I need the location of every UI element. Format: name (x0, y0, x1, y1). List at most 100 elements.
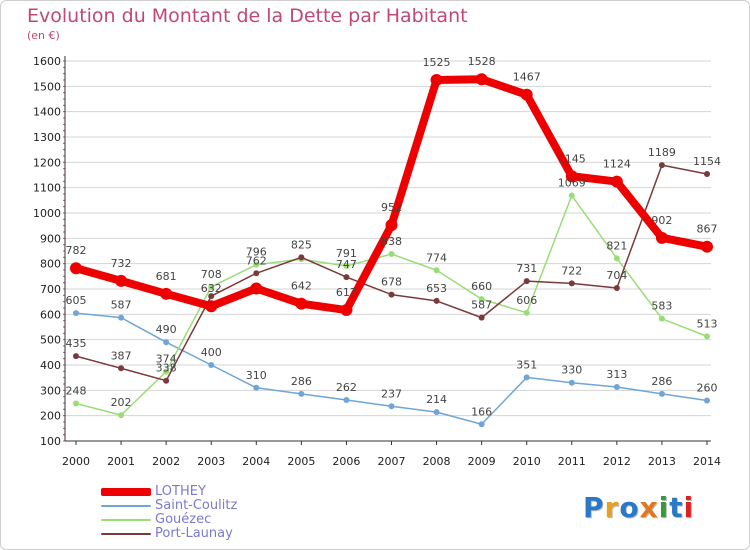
data-label-lothey: 681 (156, 270, 177, 283)
data-label-lothey: 1124 (603, 158, 631, 171)
y-tick-label: 800 (40, 258, 61, 271)
y-tick-label: 1600 (33, 55, 61, 68)
data-point-lothey (565, 170, 578, 183)
data-label-saint-coulitz: 490 (156, 323, 177, 336)
data-label-port-launay: 1154 (693, 155, 721, 168)
logo-letter: x (639, 491, 659, 524)
legend-item-port-launay: Port-Launay (101, 526, 331, 541)
x-tick-label: 2004 (242, 455, 270, 468)
x-tick-label: 2014 (693, 455, 721, 468)
data-point-saint-coulitz (568, 379, 575, 386)
x-tick-label: 2007 (378, 455, 406, 468)
data-point-gou-zec (704, 333, 710, 340)
y-tick-label: 400 (40, 359, 61, 372)
data-point-port-launay (298, 254, 305, 261)
data-label-gou-zec: 583 (651, 300, 672, 313)
legend-label: LOTHEY (155, 484, 206, 499)
data-point-port-launay (253, 270, 260, 277)
data-label-lothey: 867 (697, 223, 718, 236)
data-point-gou-zec (613, 255, 620, 262)
data-label-port-launay: 825 (291, 238, 312, 251)
x-tick-label: 2002 (152, 455, 180, 468)
data-point-gou-zec (208, 283, 215, 290)
axes: 100 200 300 400 500 600 700 800 900 1000 1100 1200 1… (33, 55, 721, 468)
legend-swatch (101, 505, 151, 507)
legend: LOTHEY Saint-Coulitz Gouézec Port-Launay (101, 484, 331, 541)
data-label-gou-zec: 606 (516, 294, 537, 307)
y-tick-label: 700 (40, 283, 61, 296)
data-label-port-launay: 747 (336, 258, 357, 271)
x-tick-label: 2000 (62, 455, 90, 468)
data-point-saint-coulitz (658, 390, 665, 397)
data-point-port-launay (118, 365, 125, 372)
data-label-saint-coulitz: 310 (246, 369, 267, 382)
data-label-gou-zec: 708 (201, 268, 222, 281)
data-label-lothey: 902 (651, 214, 672, 227)
data-point-saint-coulitz (163, 339, 170, 346)
logo-letter: i (683, 491, 695, 524)
data-label-saint-coulitz: 262 (336, 381, 357, 394)
x-tick-label: 2009 (468, 455, 496, 468)
data-point-saint-coulitz (73, 310, 79, 317)
x-tick-label: 2011 (558, 455, 586, 468)
data-point-lothey (70, 262, 82, 275)
data-label-saint-coulitz: 214 (426, 393, 447, 406)
data-label-lothey: 1467 (513, 71, 541, 84)
data-label-lothey: 1145 (558, 152, 586, 165)
data-label-gou-zec: 248 (66, 385, 87, 398)
data-point-lothey (701, 240, 713, 253)
data-point-port-launay (433, 297, 440, 304)
data-point-port-launay (613, 284, 620, 291)
data-point-saint-coulitz (613, 384, 620, 391)
data-label-gou-zec: 791 (336, 247, 357, 260)
y-tick-label: 100 (40, 435, 61, 448)
y-tick-label: 1300 (33, 131, 61, 144)
data-label-port-launay: 387 (111, 349, 132, 362)
data-point-port-launay (568, 280, 575, 287)
data-label-gou-zec: 821 (606, 239, 627, 252)
data-label-saint-coulitz: 605 (66, 294, 87, 307)
data-point-port-launay (658, 162, 665, 169)
data-point-gou-zec (478, 296, 485, 303)
x-tick-label: 2006 (332, 455, 360, 468)
data-point-saint-coulitz (118, 314, 125, 321)
data-label-port-launay: 704 (606, 269, 627, 282)
data-label-saint-coulitz: 286 (291, 375, 312, 388)
data-point-saint-coulitz (523, 374, 530, 381)
data-label-saint-coulitz: 313 (606, 368, 627, 381)
grid (65, 60, 711, 442)
legend-swatch (101, 533, 151, 535)
data-point-gou-zec (433, 267, 440, 274)
data-point-saint-coulitz (704, 397, 710, 404)
logo-letter: o (619, 491, 640, 524)
data-point-gou-zec (253, 261, 260, 268)
legend-item-saint-coulitz: Saint-Coulitz (101, 498, 331, 513)
y-tick-label: 600 (40, 308, 61, 321)
data-label-port-launay: 653 (426, 282, 447, 295)
y-tick-label: 1500 (33, 80, 61, 93)
data-label-lothey: 642 (291, 280, 312, 293)
data-point-gou-zec (163, 368, 170, 375)
data-point-saint-coulitz (208, 362, 215, 368)
data-label-lothey: 1528 (468, 55, 496, 68)
data-label-port-launay: 435 (66, 337, 87, 350)
y-tick-label: 1200 (33, 156, 61, 169)
data-label-gou-zec: 374 (156, 353, 177, 366)
x-tick-label: 2008 (423, 455, 451, 468)
proxiti-logo: Proxiti (583, 491, 694, 524)
legend-swatch (101, 488, 151, 496)
data-point-lothey (115, 274, 128, 287)
x-tick-label: 2010 (513, 455, 541, 468)
data-point-gou-zec (658, 315, 665, 322)
data-label-saint-coulitz: 260 (697, 381, 718, 394)
data-point-saint-coulitz (478, 421, 485, 428)
data-label-gou-zec: 838 (381, 235, 402, 248)
data-point-lothey (430, 74, 443, 86)
data-label-lothey: 1525 (423, 56, 451, 69)
y-tick-label: 200 (40, 410, 61, 423)
logo-letter: i (658, 491, 670, 524)
data-point-gou-zec (568, 192, 575, 199)
chart-unit: (en €) (27, 29, 60, 42)
y-tick-label: 300 (40, 384, 61, 397)
